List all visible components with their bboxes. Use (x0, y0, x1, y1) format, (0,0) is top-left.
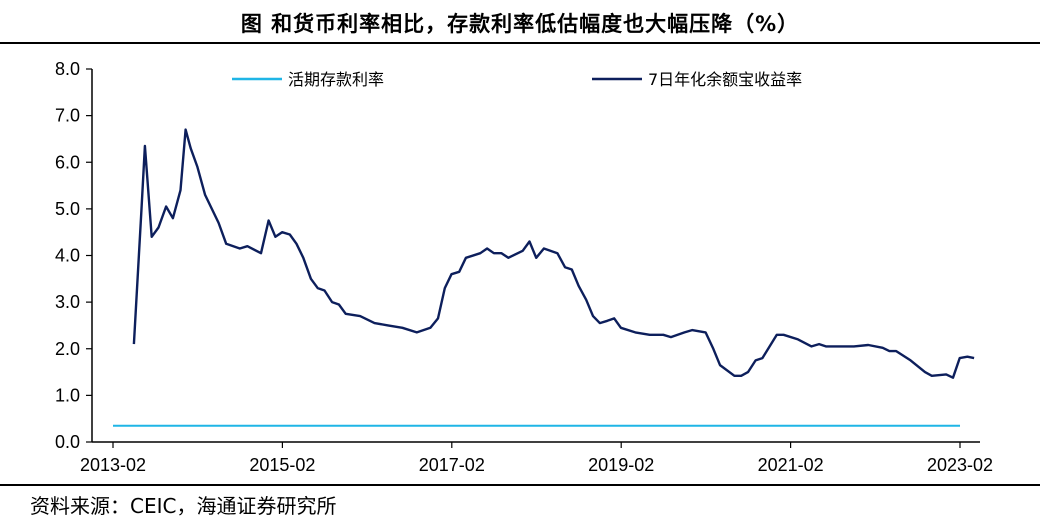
y-tick-label: 0.0 (55, 432, 80, 452)
series-line-yuebao-yield (132, 128, 975, 379)
y-tick-label: 5.0 (55, 199, 80, 219)
series-lines (113, 128, 975, 427)
x-tick-label: 2015-02 (249, 455, 315, 475)
source-note: 资料来源：CEIC，海通证券研究所 (30, 494, 337, 518)
legend-label: 7日年化余额宝收益率 (648, 70, 802, 89)
chart-legend: 活期存款利率 7日年化余额宝收益率 (232, 70, 802, 89)
x-tick-label: 2013-02 (80, 455, 146, 475)
y-tick-label: 3.0 (55, 292, 80, 312)
x-axis-ticks: 2013-02 2015-02 2017-02 2019-02 2021-02 2023-… (80, 442, 993, 475)
y-axis-ticks: 0.0 1.0 2.0 3.0 4.0 5.0 6.0 7.0 8.0 (55, 59, 92, 452)
x-tick-label: 2019-02 (588, 455, 654, 475)
y-tick-label: 4.0 (55, 246, 80, 266)
source-bar: 资料来源：CEIC，海通证券研究所 (0, 484, 1040, 523)
title-bar: 图 和货币利率相比，存款利率低估幅度也大幅压降（%） (0, 0, 1040, 44)
x-tick-label: 2023-02 (927, 455, 993, 475)
legend-label: 活期存款利率 (288, 70, 384, 89)
x-tick-label: 2017-02 (419, 455, 485, 475)
x-tick-label: 2021-02 (758, 455, 824, 475)
line-chart: 0.0 1.0 2.0 3.0 4.0 5.0 6.0 7.0 8.0 2013-02 2015-… (55, 59, 993, 475)
y-tick-label: 8.0 (55, 59, 80, 79)
y-tick-label: 1.0 (55, 385, 80, 405)
y-tick-label: 6.0 (55, 152, 80, 172)
y-tick-label: 2.0 (55, 339, 80, 359)
chart-title: 图 和货币利率相比，存款利率低估幅度也大幅压降（%） (240, 12, 800, 36)
y-tick-label: 7.0 (55, 106, 80, 126)
